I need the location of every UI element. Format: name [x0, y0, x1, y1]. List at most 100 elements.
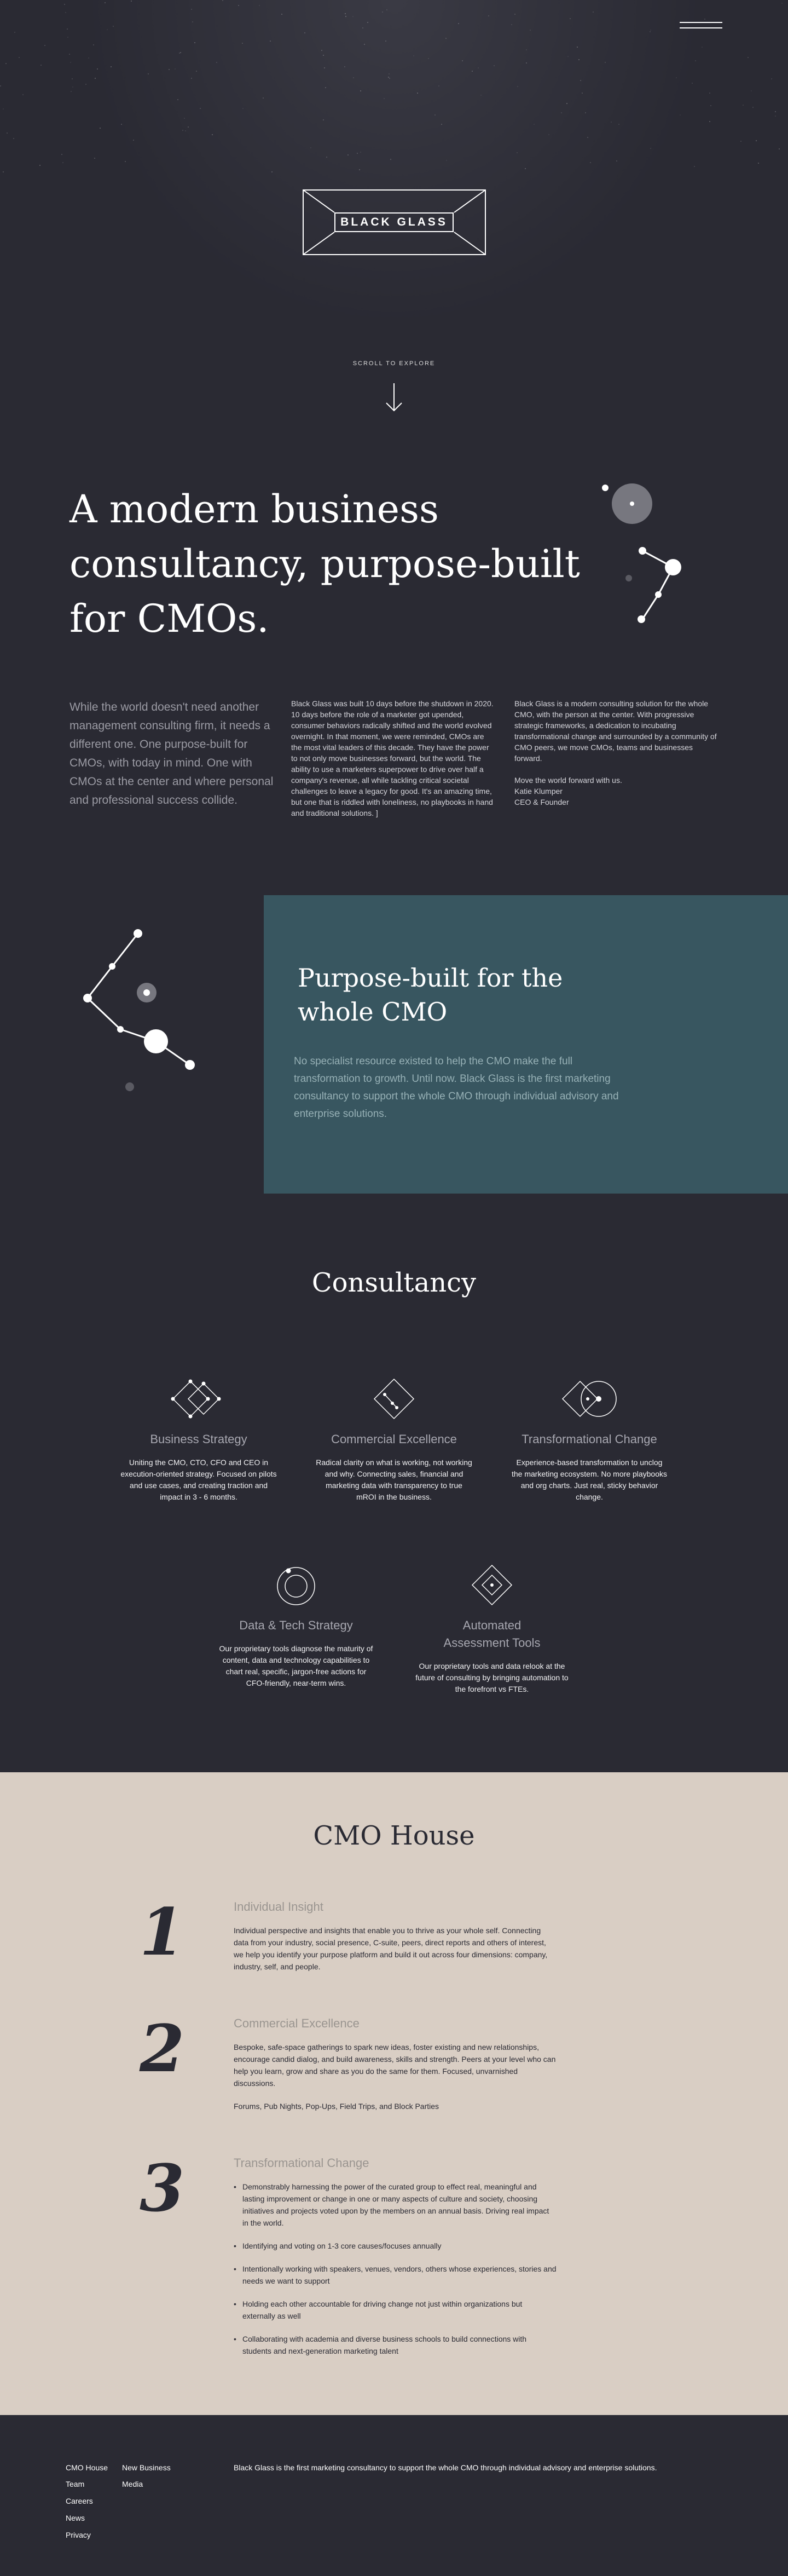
- pillar-title: Transformational Change: [234, 2156, 369, 2170]
- star-dot: [358, 169, 360, 171]
- star-dot: [62, 162, 63, 164]
- star-dot: [695, 60, 697, 62]
- star-dot: [650, 29, 651, 31]
- star-dot: [192, 21, 193, 23]
- scroll-to-explore[interactable]: SCROLL TO EXPLORE: [352, 360, 436, 367]
- star-dot: [304, 32, 306, 33]
- pillar-title: Commercial Excellence: [234, 2016, 360, 2030]
- pillar-text: Bespoke, safe-space gatherings to spark …: [234, 2043, 556, 2088]
- star-dot: [131, 0, 132, 2]
- footer-link-team[interactable]: Team: [66, 2480, 85, 2488]
- star-dot: [548, 134, 550, 136]
- star-dot: [650, 31, 651, 33]
- star-dot: [566, 103, 568, 105]
- footer-link-new-business[interactable]: New Business: [122, 2463, 171, 2472]
- star-dot: [416, 92, 418, 94]
- pillar-body: Individual Insight Individual perspectiv…: [234, 1899, 557, 1984]
- star-dot: [740, 140, 741, 142]
- star-dot: [190, 9, 192, 10]
- star-dot: [93, 44, 95, 46]
- star-dot: [190, 77, 192, 79]
- star-dot: [529, 29, 531, 31]
- star-dot: [40, 65, 42, 66]
- transformational-change-icon: [561, 1380, 617, 1417]
- star-dot: [438, 85, 440, 87]
- list-item: Intentionally working with speakers, ven…: [234, 2263, 557, 2287]
- arrow-down-icon[interactable]: [385, 383, 403, 416]
- star-dot: [517, 86, 519, 88]
- service-automated-assessment-tools[interactable]: Automated Assessment Tools Our proprieta…: [399, 1563, 585, 1695]
- star-dot: [345, 15, 346, 17]
- star-dot: [428, 57, 430, 59]
- intro-call-to-action: Move the world forward with us.: [514, 776, 622, 785]
- star-dot: [610, 121, 612, 123]
- star-dot: [389, 77, 390, 79]
- star-dot: [67, 37, 69, 38]
- star-dot: [580, 79, 582, 81]
- intro-mission: Black Glass is a modern consulting solut…: [514, 699, 717, 763]
- intro-signoff: Move the world forward with us. Katie Kl…: [514, 775, 717, 808]
- footer-link-media[interactable]: Media: [122, 2480, 143, 2488]
- star-dot: [344, 66, 345, 67]
- service-commercial-excellence[interactable]: Commercial Excellence Radical clarity on…: [301, 1377, 487, 1503]
- star-dot: [112, 26, 114, 27]
- star-dot: [180, 51, 182, 53]
- star-dot: [325, 87, 327, 89]
- logo-text: BLACK GLASS: [334, 212, 454, 232]
- star-dot: [650, 147, 651, 149]
- service-data-tech-strategy[interactable]: Data & Tech Strategy Our proprietary too…: [203, 1563, 389, 1689]
- purpose-heading: Purpose-built for the whole CMO: [298, 963, 563, 1027]
- star-dot: [61, 154, 63, 155]
- star-dot: [322, 119, 324, 120]
- star-dot: [692, 82, 693, 84]
- service-business-strategy[interactable]: Business Strategy Uniting the CMO, CTO, …: [106, 1377, 292, 1503]
- service-title: Business Strategy: [150, 1432, 247, 1446]
- star-dot: [71, 91, 72, 93]
- footer-link-privacy[interactable]: Privacy: [66, 2531, 91, 2539]
- star-dot: [321, 50, 323, 51]
- footer-link-news[interactable]: News: [66, 2514, 85, 2522]
- star-dot: [592, 11, 594, 13]
- star-dot: [175, 68, 176, 70]
- star-dot: [694, 166, 696, 168]
- star-dot: [778, 148, 780, 150]
- star-dot: [577, 47, 578, 48]
- intro-column-b: Black Glass is a modern consulting solut…: [514, 698, 717, 819]
- star-dot: [88, 57, 90, 59]
- footer-link-careers[interactable]: Careers: [66, 2497, 93, 2505]
- star-dot: [434, 114, 436, 116]
- constellation-icon: [83, 929, 195, 1091]
- star-dot: [704, 18, 706, 20]
- intro-column-a: Black Glass was built 10 days before the…: [291, 698, 494, 829]
- star-dot: [462, 60, 463, 62]
- pillar-title: Individual Insight: [234, 1900, 323, 1914]
- consultancy-section: Consultancy Business Strategy Uniting th…: [0, 1224, 788, 1772]
- star-dot: [385, 40, 386, 42]
- star-dot: [388, 73, 390, 75]
- intro-section: A modern business consultancy, purpose-b…: [0, 416, 788, 895]
- star-dot: [120, 124, 122, 125]
- star-dot: [216, 61, 217, 63]
- star-dot: [69, 53, 71, 55]
- star-dot: [709, 121, 710, 123]
- star-dot: [124, 161, 126, 163]
- pillar-number: 3: [140, 2150, 185, 2226]
- star-dot: [188, 126, 189, 128]
- service-body: Our proprietary tools and data relook at…: [415, 1662, 569, 1693]
- star-dot: [709, 93, 710, 94]
- star-dot: [752, 106, 754, 108]
- logo[interactable]: BLACK GLASS: [303, 189, 486, 255]
- star-dot: [493, 65, 495, 66]
- star-dot: [458, 23, 460, 25]
- signature-title: CEO & Founder: [514, 798, 569, 806]
- service-body: Experience-based transformation to unclo…: [511, 1458, 667, 1501]
- star-dot: [241, 42, 243, 44]
- star-dot: [19, 56, 20, 58]
- hamburger-icon[interactable]: [680, 22, 722, 32]
- star-dot: [771, 78, 773, 79]
- star-dot: [680, 114, 681, 116]
- star-dot: [237, 5, 239, 7]
- star-dot: [270, 41, 271, 42]
- service-transformational-change[interactable]: Transformational Change Experience-based…: [496, 1377, 682, 1503]
- footer-link-cmo-house[interactable]: CMO House: [66, 2463, 108, 2472]
